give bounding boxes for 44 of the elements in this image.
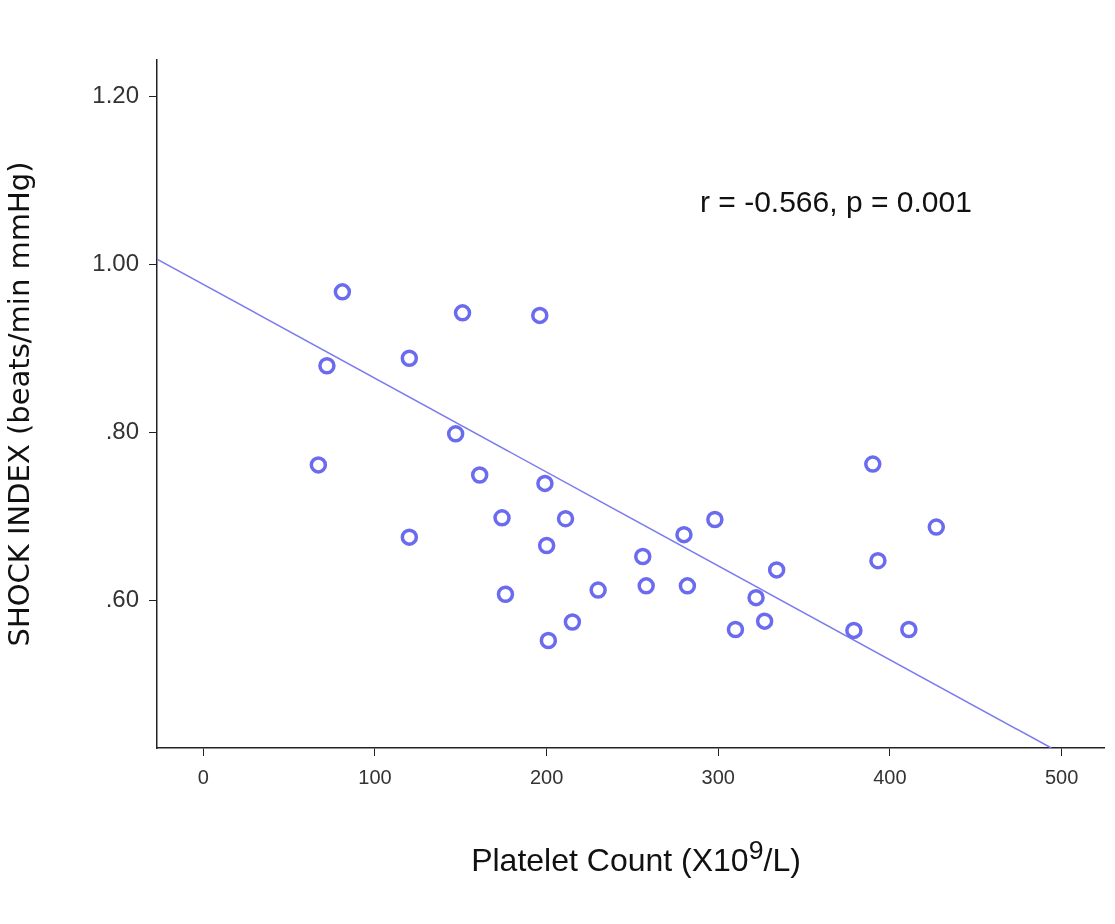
point [537, 536, 556, 555]
y-tick-label: .60 [105, 584, 139, 612]
point [706, 510, 724, 529]
point [496, 585, 515, 604]
point [637, 577, 655, 595]
point [400, 349, 419, 367]
point [446, 425, 465, 443]
point [333, 283, 352, 301]
point [845, 621, 863, 640]
x-axis-title: Platelet Count (X10$^{9}$/L) [470, 835, 802, 879]
point [531, 306, 549, 325]
annotation: r = -0.566, p = 0.001 [700, 185, 972, 219]
point [726, 620, 745, 639]
point [864, 455, 882, 473]
point [675, 525, 693, 544]
point [678, 577, 697, 595]
x-tick-label: 300 [701, 765, 735, 788]
x-tick-label: 400 [873, 765, 907, 788]
x-tick-label: 200 [529, 765, 564, 788]
point [539, 631, 558, 650]
point [309, 456, 328, 474]
point [536, 474, 554, 493]
y-axis-title: SHOCK INDEX (beats/min mmHg) [1, 161, 36, 647]
y-tick-label: 1.00 [92, 248, 139, 276]
point [563, 613, 582, 631]
y-tick-label: 1.20 [92, 80, 139, 108]
point [755, 612, 774, 630]
point [900, 620, 918, 639]
x-tick-label: 0 [197, 765, 209, 788]
point [747, 588, 765, 607]
point [318, 357, 336, 375]
x-tick-label: 500 [1044, 765, 1079, 788]
point [453, 304, 472, 322]
x-tick-label: 100 [358, 765, 392, 788]
point [927, 518, 946, 536]
point [634, 547, 652, 566]
y-tick-label: .80 [105, 416, 139, 444]
point [470, 466, 489, 484]
point [556, 509, 575, 528]
point [400, 528, 419, 546]
point [493, 509, 511, 527]
point [869, 551, 887, 570]
point [589, 581, 607, 599]
point [767, 561, 786, 579]
